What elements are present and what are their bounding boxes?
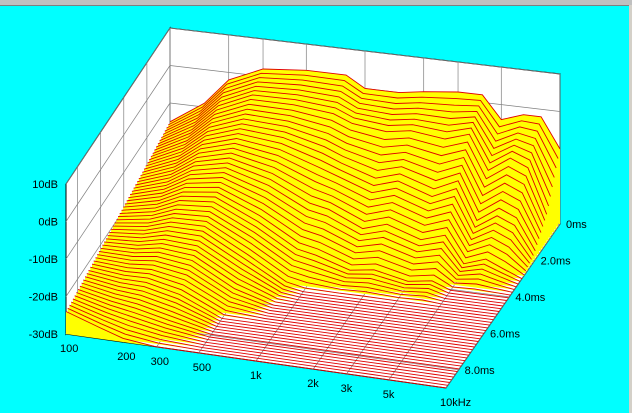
z-tick-label: -30dB [29,329,58,341]
x-tick-label: 300 [151,356,169,368]
slice-line [126,186,513,293]
slice-line [114,217,500,312]
slice-line [81,282,464,364]
slice-line [84,276,467,359]
slice-line [116,213,502,310]
window-top-border [0,0,632,6]
slice-line [131,172,519,285]
waterfall-slices [65,68,561,389]
z-tick-label: 10dB [32,179,58,191]
slice-line [154,108,544,227]
slice-fill [98,251,483,337]
slice-line [119,204,505,304]
slice-line [112,221,498,315]
x-tick-label: 2k [307,378,319,390]
slice-line [117,208,504,307]
x-tick-label: 3k [341,383,353,395]
slice-line [105,238,490,326]
slice-line [155,103,546,221]
slice-line [124,191,511,296]
slice-line [166,77,557,169]
z-tick-label: -20dB [29,292,58,304]
slice-line [88,269,471,353]
slice-line [69,304,450,383]
slice-line [159,94,550,207]
slice-line [98,250,483,337]
slice-line [143,138,532,260]
slice-line [121,200,507,301]
slice-line [100,247,485,334]
t-tick-label: 6.0ms [490,328,520,340]
slice-fill [95,257,479,342]
slice-line [137,157,525,276]
slice-line [93,260,477,345]
slice-line [157,98,548,215]
slice-fill [97,254,481,339]
slice-line [107,234,492,323]
slice-line [138,152,527,272]
left-wall-gridline [65,65,171,222]
left-wall-gridline [65,102,171,260]
slice-line [95,257,479,342]
slice-line [133,167,521,282]
x-tick-label: 500 [193,362,211,374]
slice-line [86,273,469,356]
slice-line [161,90,551,197]
slice-fill [92,264,475,347]
t-tick-label: 4.0ms [515,292,545,304]
slice-line [142,142,530,264]
x-tick-label: 5k [383,389,395,401]
window-right-border [629,5,632,413]
slice-line [111,225,496,318]
t-tick-label: 0ms [566,219,587,231]
z-tick-label: -10dB [29,254,58,266]
slice-line [76,292,458,373]
z-tick-label: 0dB [38,217,58,229]
slice-line [77,288,460,370]
slice-line [71,301,452,381]
slice-line [67,307,448,386]
x-tick-label: 1k [250,370,262,382]
slice-line [147,128,536,252]
slice-line [91,263,475,348]
t-tick-label: 2.0ms [541,255,571,267]
slice-line [150,118,540,239]
slice-line [152,113,542,233]
slice-line [109,230,494,321]
back-wall-gridline [169,27,561,75]
slice-line [140,147,529,268]
slice-line [169,68,561,150]
slice-line [164,81,555,178]
slice-line [65,311,447,389]
x-tick-label: 100 [60,343,78,355]
slice-line [149,123,538,246]
slice-line [83,279,466,362]
slice-line [128,181,515,291]
slice-line [97,254,481,340]
slice-line [74,295,456,375]
slice-line [168,72,559,159]
t-tick-label: 8.0ms [465,365,495,377]
slice-line [102,244,486,332]
slice-line [90,266,473,351]
left-wall-gridline [65,27,171,185]
tick-labels: 100 200 300 500 1k 2k 3k 5k 10kHz 10dB 0dB -10dB -20… [29,179,588,409]
slice-line [130,177,517,288]
slice-line [162,85,553,188]
x-tick-label: 10kHz [440,397,471,409]
x-tick-label: 200 [117,351,135,363]
slice-line [72,298,454,378]
slice-line [79,285,462,367]
slice-line [135,162,523,280]
slice-line [104,241,488,329]
slice-line [123,195,509,299]
slice-line [145,133,534,256]
